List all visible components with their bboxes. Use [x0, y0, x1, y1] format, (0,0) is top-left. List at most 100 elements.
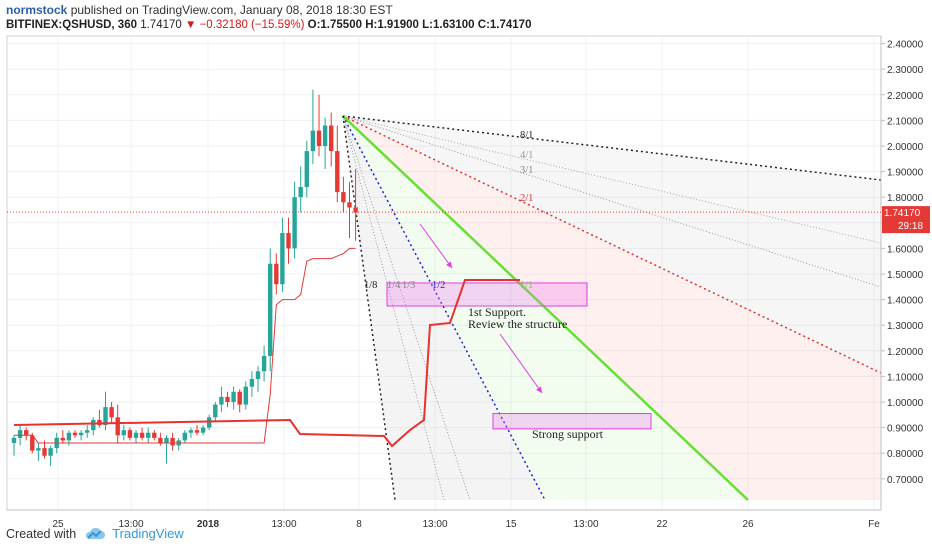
candle-body[interactable] [292, 197, 297, 249]
candle-body[interactable] [310, 130, 316, 152]
candle-body[interactable] [341, 192, 346, 203]
candle-body[interactable] [188, 430, 194, 433]
candle-body[interactable] [72, 432, 78, 436]
symbol-name[interactable]: BITFINEX:QSHUSD, 360 [6, 19, 137, 31]
fan-line-1-4[interactable] [342, 115, 445, 501]
candle-body[interactable] [237, 391, 242, 405]
fan-label: 1/3 [402, 280, 415, 291]
candle-body[interactable] [85, 430, 90, 433]
candle-body[interactable] [194, 430, 200, 433]
candle-body[interactable] [66, 432, 72, 441]
x-tick-label: 8 [356, 519, 362, 530]
candle-body[interactable] [139, 432, 145, 438]
annotation-text: 1st Support. [468, 305, 526, 319]
candle-body[interactable] [200, 427, 206, 433]
author-link[interactable]: normstock [6, 3, 68, 17]
candle-body[interactable] [121, 430, 126, 436]
candle-body[interactable] [261, 355, 267, 372]
time-axis[interactable]: 25 13:00 2018 13:00 8 13:00 15 13:00 22 26 Fe [52, 519, 880, 530]
fan-line-2-1[interactable] [342, 115, 882, 374]
candle-body[interactable] [36, 448, 41, 451]
fan-fill [343, 116, 881, 500]
projected-path [13, 279, 520, 448]
candle-body[interactable] [207, 417, 212, 428]
candle-body[interactable] [158, 437, 163, 443]
candle-body[interactable] [17, 430, 23, 438]
y-tick-label: 1.80000 [887, 193, 924, 204]
candle-body[interactable] [42, 448, 47, 456]
fan-line-4-1[interactable] [342, 115, 882, 244]
candle-body[interactable] [24, 430, 29, 436]
candle-body[interactable] [48, 448, 53, 456]
candle-body[interactable] [353, 207, 358, 213]
tradingview-brand[interactable]: TradingView [112, 526, 184, 541]
x-tick-label: 13:00 [118, 519, 143, 530]
fan-line-1-1[interactable] [342, 115, 749, 501]
x-tick-label: 13:00 [573, 519, 598, 530]
low-value: L:1.63100 [422, 19, 475, 31]
candle-body[interactable] [146, 432, 151, 438]
x-tick-label: 2018 [197, 519, 220, 530]
candle-body[interactable] [347, 202, 352, 208]
candle-body[interactable] [268, 263, 273, 356]
candle-body[interactable] [164, 437, 169, 443]
candle-body[interactable] [255, 371, 261, 379]
candlestick-series[interactable] [11, 89, 358, 466]
trailing-stop-line [14, 247, 356, 444]
tradingview-cloud-icon[interactable] [84, 527, 106, 541]
gann-fan-lines[interactable] [342, 115, 882, 501]
fan-line-1-2[interactable] [342, 115, 546, 501]
candle-body[interactable] [274, 263, 279, 285]
fan-label: 1/2 [432, 280, 445, 291]
candle-body[interactable] [249, 378, 255, 387]
footer: Created with TradingView [6, 526, 184, 541]
candle-body[interactable] [304, 151, 309, 187]
change-down-icon: ▼ [184, 19, 197, 31]
fan-line-3-1[interactable] [342, 115, 882, 288]
plot-area[interactable] [6, 35, 882, 511]
y-tick-label: 2.20000 [887, 91, 924, 102]
candle-body[interactable] [91, 419, 96, 431]
candle-body[interactable] [109, 407, 114, 418]
candle-body[interactable] [213, 404, 218, 418]
candle-body[interactable] [103, 407, 108, 426]
candle-body[interactable] [286, 233, 291, 249]
candle-body[interactable] [329, 125, 334, 152]
fan-zone-fills [343, 116, 881, 500]
support-zone[interactable] [386, 282, 588, 307]
fan-label: 2/1 [520, 193, 533, 204]
candle-body[interactable] [298, 186, 303, 198]
candle-body[interactable] [11, 437, 17, 443]
candle-body[interactable] [316, 130, 322, 146]
candle-body[interactable] [219, 396, 224, 405]
candle-body[interactable] [60, 437, 65, 441]
candle-body[interactable] [127, 430, 133, 438]
candle-body[interactable] [280, 233, 285, 285]
annotation-text: Strong support [532, 427, 604, 441]
support-zone[interactable] [492, 413, 652, 430]
open-value: O:1.75500 [307, 19, 362, 31]
candle-body[interactable] [322, 125, 328, 146]
support-zones[interactable] [386, 282, 652, 430]
x-tick-label: 26 [742, 519, 754, 530]
y-tick-label: 0.90000 [887, 424, 924, 435]
candle-body[interactable] [30, 435, 35, 451]
fan-line-8-1[interactable] [342, 115, 882, 181]
price-axis[interactable]: 0.70000 0.80000 0.90000 1.00000 1.10000 1.200… [881, 40, 924, 486]
candle-body[interactable] [231, 391, 236, 402]
candle-body[interactable] [182, 432, 187, 441]
candle-body[interactable] [115, 417, 120, 436]
y-tick-label: 0.70000 [887, 475, 924, 486]
publish-line: normstock published on TradingView.com, … [6, 3, 393, 17]
y-tick-label: 1.50000 [887, 270, 924, 281]
candle-body[interactable] [78, 432, 84, 436]
candle-body[interactable] [335, 151, 340, 193]
candle-body[interactable] [243, 386, 248, 405]
y-tick-label: 1.00000 [887, 398, 924, 409]
y-tick-label: 1.20000 [887, 347, 924, 358]
candle-body[interactable] [170, 437, 175, 446]
candle-body[interactable] [225, 396, 230, 402]
candle-body[interactable] [152, 432, 157, 438]
candle-body[interactable] [133, 432, 139, 438]
